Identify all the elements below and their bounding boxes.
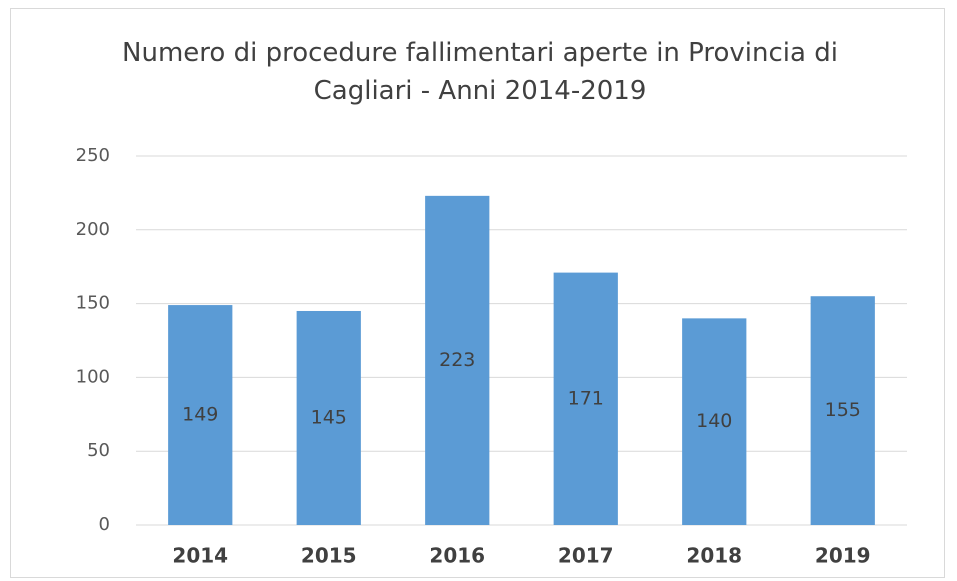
data-label: 149 xyxy=(182,404,218,426)
x-tick-label: 2016 xyxy=(429,544,485,568)
bar xyxy=(296,310,361,525)
y-tick-label: 100 xyxy=(76,366,110,387)
y-tick-label: 150 xyxy=(76,293,110,314)
chart-border xyxy=(10,8,945,578)
bar xyxy=(810,296,875,525)
x-tick-label: 2015 xyxy=(301,544,357,568)
bar xyxy=(553,272,618,525)
y-tick-label: 200 xyxy=(76,219,110,240)
data-label: 155 xyxy=(825,399,861,421)
y-tick-label: 50 xyxy=(87,440,110,461)
x-tick-label: 2019 xyxy=(815,544,871,568)
x-tick-label: 2017 xyxy=(558,544,614,568)
bar xyxy=(168,305,233,525)
bar xyxy=(682,318,747,525)
data-label: 140 xyxy=(696,410,732,432)
data-label: 223 xyxy=(439,349,475,371)
chart-title: Numero di procedure fallimentari aperte … xyxy=(122,38,838,106)
y-tick-label: 0 xyxy=(99,514,110,535)
x-tick-label: 2014 xyxy=(172,544,228,568)
data-label: 171 xyxy=(568,387,604,409)
x-tick-label: 2018 xyxy=(686,544,742,568)
y-tick-label: 250 xyxy=(76,145,110,166)
bar xyxy=(425,195,490,526)
data-label: 145 xyxy=(311,406,347,428)
